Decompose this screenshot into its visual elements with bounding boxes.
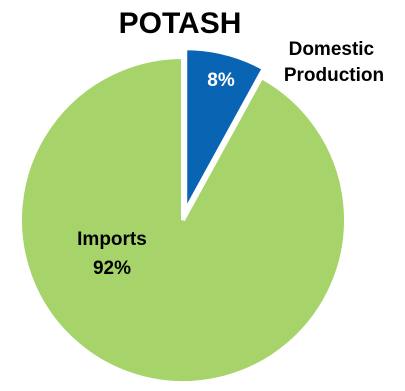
slice-value-domestic-production: 8% bbox=[207, 70, 235, 91]
slice-label-domestic-line2: Production bbox=[284, 65, 384, 86]
pie-slice-domestic-production bbox=[183, 46, 267, 213]
pie-slices bbox=[18, 46, 348, 385]
chart-title: POTASH bbox=[119, 7, 242, 40]
slice-label-domestic-line1: Domestic bbox=[289, 39, 375, 60]
pie-slice-imports bbox=[18, 54, 348, 385]
slice-label-domestic-production: Domestic Production bbox=[284, 39, 384, 86]
slice-value-imports: 92% bbox=[93, 258, 131, 279]
slice-label-imports: Imports bbox=[77, 229, 147, 250]
